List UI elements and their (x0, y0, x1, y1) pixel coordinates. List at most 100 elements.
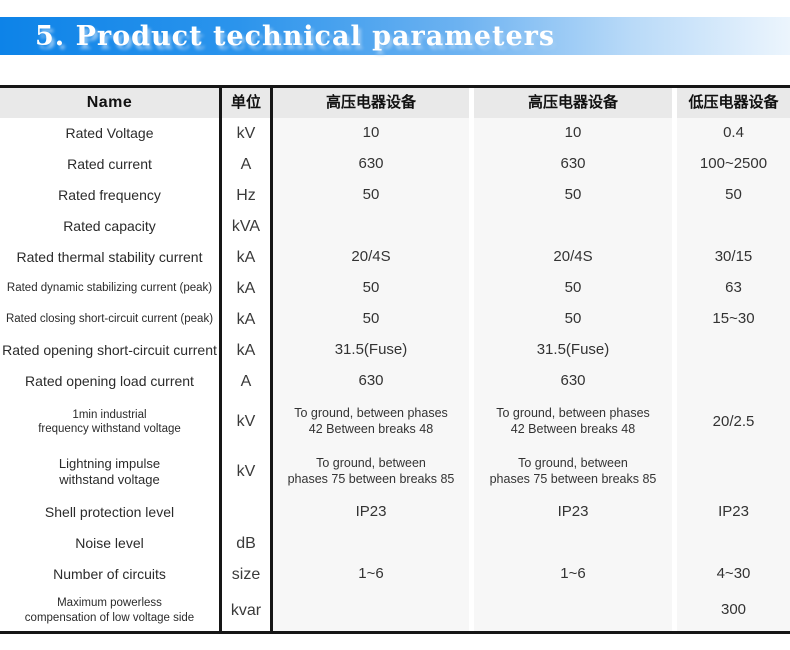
row-name: Lightning impulse withstand voltage (0, 447, 222, 497)
row-name: Noise level (0, 528, 222, 559)
table-row: Rated dynamic stabilizing current (peak)… (0, 273, 790, 304)
row-unit: kvar (222, 590, 273, 631)
row-lv-value: 20/2.5 (677, 397, 790, 447)
table-header-row: Name 单位 高压电器设备 高压电器设备 低压电器设备 (0, 88, 790, 118)
row-hv-value-2: 20/4S (474, 242, 672, 273)
row-hv-value-1: 1~6 (273, 559, 469, 590)
row-hv-value-2: 630 (474, 366, 672, 397)
row-lv-value (677, 447, 790, 497)
header-unit: 单位 (222, 88, 273, 118)
row-hv-value-1: 10 (273, 118, 469, 149)
table-row: Rated capacity kVA (0, 211, 790, 242)
row-unit: kA (222, 273, 273, 304)
row-name: 1min industrial frequency withstand volt… (0, 397, 222, 447)
row-hv-value-1: To ground, between phases 75 between bre… (273, 447, 469, 497)
table-row: Rated current A 630 630 100~2500 (0, 149, 790, 180)
row-hv-value-2 (474, 211, 672, 242)
row-hv-value-1 (273, 211, 469, 242)
header-hv-equipment-1: 高压电器设备 (273, 88, 469, 118)
table-row: Rated opening short-circuit current kA 3… (0, 335, 790, 366)
row-unit: kV (222, 118, 273, 149)
row-name: Rated closing short-circuit current (pea… (0, 304, 222, 335)
row-unit: kV (222, 397, 273, 447)
section-banner: 5. Product technical parameters (0, 17, 790, 55)
table-row: Rated opening load current A 630 630 (0, 366, 790, 397)
row-name: Rated dynamic stabilizing current (peak) (0, 273, 222, 304)
header-hv-equipment-2: 高压电器设备 (474, 88, 672, 118)
row-unit: kA (222, 335, 273, 366)
row-unit: size (222, 559, 273, 590)
table-row: Lightning impulse withstand voltage kV T… (0, 447, 790, 497)
row-unit: kA (222, 304, 273, 335)
row-hv-value-1: 50 (273, 273, 469, 304)
row-hv-value-2: 50 (474, 304, 672, 335)
row-lv-value (677, 335, 790, 366)
row-lv-value: 300 (677, 590, 790, 631)
table-row: Noise level dB (0, 528, 790, 559)
row-name: Rated current (0, 149, 222, 180)
row-hv-value-1: 50 (273, 180, 469, 211)
row-lv-value: 0.4 (677, 118, 790, 149)
row-unit: kVA (222, 211, 273, 242)
header-name: Name (0, 88, 222, 118)
table-row: Shell protection level IP23 IP23 IP23 (0, 497, 790, 528)
row-hv-value-2: 31.5(Fuse) (474, 335, 672, 366)
row-hv-value-2: 630 (474, 149, 672, 180)
table-row: 1min industrial frequency withstand volt… (0, 397, 790, 447)
row-lv-value: IP23 (677, 497, 790, 528)
row-unit: dB (222, 528, 273, 559)
row-lv-value (677, 366, 790, 397)
row-hv-value-1: 630 (273, 149, 469, 180)
row-lv-value: 4~30 (677, 559, 790, 590)
row-hv-value-1 (273, 528, 469, 559)
row-lv-value: 63 (677, 273, 790, 304)
row-hv-value-1: 20/4S (273, 242, 469, 273)
spec-table: Name 单位 高压电器设备 高压电器设备 低压电器设备 Rated Volta… (0, 85, 790, 634)
table-row: Rated frequency Hz 50 50 50 (0, 180, 790, 211)
row-hv-value-2: IP23 (474, 497, 672, 528)
row-name: Rated thermal stability current (0, 242, 222, 273)
table-row: Rated Voltage kV 10 10 0.4 (0, 118, 790, 149)
row-hv-value-1 (273, 590, 469, 631)
row-hv-value-2: 50 (474, 273, 672, 304)
row-hv-value-1: 31.5(Fuse) (273, 335, 469, 366)
table-row: Rated closing short-circuit current (pea… (0, 304, 790, 335)
row-hv-value-2: 1~6 (474, 559, 672, 590)
row-hv-value-2: To ground, between phases 75 between bre… (474, 447, 672, 497)
row-lv-value: 30/15 (677, 242, 790, 273)
section-title: 5. Product technical parameters (35, 20, 556, 52)
row-lv-value: 50 (677, 180, 790, 211)
row-lv-value (677, 211, 790, 242)
header-lv-equipment: 低压电器设备 (677, 88, 790, 118)
table-row: Maximum powerless compensation of low vo… (0, 590, 790, 631)
row-hv-value-2: 50 (474, 180, 672, 211)
row-name: Rated capacity (0, 211, 222, 242)
row-hv-value-2 (474, 590, 672, 631)
row-unit (222, 497, 273, 528)
table-row: Number of circuits size 1~6 1~6 4~30 (0, 559, 790, 590)
row-hv-value-2: 10 (474, 118, 672, 149)
row-name: Shell protection level (0, 497, 222, 528)
row-name: Rated Voltage (0, 118, 222, 149)
table-body: Rated Voltage kV 10 10 0.4 Rated current… (0, 118, 790, 631)
row-name: Rated frequency (0, 180, 222, 211)
row-unit: kV (222, 447, 273, 497)
row-hv-value-1: 50 (273, 304, 469, 335)
row-hv-value-2 (474, 528, 672, 559)
row-unit: A (222, 149, 273, 180)
row-name: Rated opening short-circuit current (0, 335, 222, 366)
row-unit: kA (222, 242, 273, 273)
row-hv-value-1: To ground, between phases 42 Between bre… (273, 397, 469, 447)
row-lv-value: 15~30 (677, 304, 790, 335)
row-hv-value-1: IP23 (273, 497, 469, 528)
row-hv-value-1: 630 (273, 366, 469, 397)
row-hv-value-2: To ground, between phases 42 Between bre… (474, 397, 672, 447)
row-lv-value: 100~2500 (677, 149, 790, 180)
row-unit: Hz (222, 180, 273, 211)
row-name: Rated opening load current (0, 366, 222, 397)
row-lv-value (677, 528, 790, 559)
table-row: Rated thermal stability current kA 20/4S… (0, 242, 790, 273)
row-unit: A (222, 366, 273, 397)
row-name: Number of circuits (0, 559, 222, 590)
row-name: Maximum powerless compensation of low vo… (0, 590, 222, 631)
